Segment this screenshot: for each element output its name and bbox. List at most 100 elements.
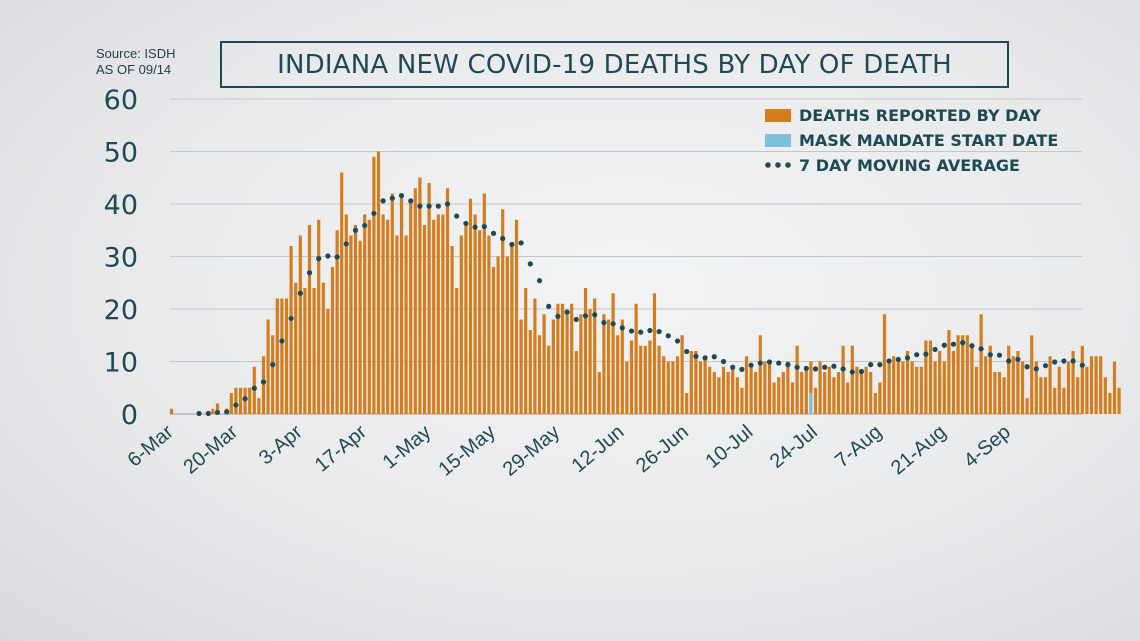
death-bar xyxy=(1025,398,1029,414)
death-bar xyxy=(533,298,537,414)
death-bar xyxy=(666,361,670,414)
death-bar xyxy=(1094,356,1098,414)
death-bar xyxy=(818,361,822,414)
mask-mandate-bar xyxy=(809,393,813,414)
y-tick-label: 20 xyxy=(104,295,138,326)
y-tick-label: 60 xyxy=(104,85,138,116)
moving-average-point xyxy=(693,353,699,359)
death-bar xyxy=(514,219,519,414)
moving-average-point xyxy=(490,230,497,236)
death-bar xyxy=(823,372,827,414)
death-bar xyxy=(294,282,298,414)
moving-average-point xyxy=(766,359,773,365)
death-bar xyxy=(896,361,900,414)
moving-average-point xyxy=(647,327,653,334)
death-bar xyxy=(386,219,390,414)
death-bar xyxy=(519,319,523,414)
death-bar xyxy=(409,198,413,414)
death-bar xyxy=(399,193,404,414)
death-bar xyxy=(1011,356,1015,414)
moving-average-point xyxy=(941,342,947,348)
moving-average-point xyxy=(803,365,809,371)
death-bar xyxy=(1020,361,1025,414)
death-bar xyxy=(556,303,560,414)
moving-average-point xyxy=(674,338,681,344)
death-bar xyxy=(1053,387,1057,414)
x-tick-label: 29-May xyxy=(499,421,564,481)
death-bar xyxy=(905,351,910,414)
death-bar xyxy=(289,246,293,414)
moving-average-point xyxy=(1042,363,1049,369)
legend-label: DEATHS REPORTED BY DAY xyxy=(799,106,1041,125)
moving-average-point xyxy=(371,210,377,217)
x-tick-label: 17-Apr xyxy=(311,421,371,477)
death-bar xyxy=(358,240,362,414)
death-bar xyxy=(662,356,666,414)
death-bar xyxy=(390,193,394,414)
moving-average-point xyxy=(500,236,506,242)
death-bar xyxy=(813,387,818,414)
death-bar xyxy=(611,293,615,414)
moving-average-point xyxy=(288,315,294,322)
death-bar xyxy=(947,330,951,414)
moving-average-point xyxy=(960,340,966,346)
death-bar xyxy=(436,214,440,414)
death-bar xyxy=(404,235,408,414)
moving-average-point xyxy=(987,352,993,358)
moving-average-point xyxy=(684,348,690,355)
death-bar xyxy=(790,382,795,414)
moving-average-point xyxy=(1015,356,1021,362)
y-tick-label: 50 xyxy=(104,138,138,169)
death-bar xyxy=(708,366,712,414)
moving-average-point xyxy=(435,203,441,209)
death-bar xyxy=(266,319,270,414)
death-bar xyxy=(579,314,583,414)
moving-average-point xyxy=(1024,364,1030,370)
death-bar xyxy=(284,298,289,414)
moving-average-point xyxy=(914,352,920,358)
moving-average-point xyxy=(610,321,616,327)
moving-average-point xyxy=(665,333,671,339)
death-bar xyxy=(997,372,1002,414)
death-bar xyxy=(616,335,620,414)
moving-average-point xyxy=(306,270,313,276)
moving-average-point xyxy=(868,362,874,368)
death-bar xyxy=(317,219,321,414)
moving-average-point xyxy=(730,364,736,370)
moving-average-point xyxy=(536,278,543,284)
moving-average-point xyxy=(555,313,561,319)
moving-average-point xyxy=(702,355,708,361)
death-bar xyxy=(800,372,804,414)
moving-average-point xyxy=(619,325,625,331)
moving-average-point xyxy=(444,201,451,207)
x-axis: 6-Mar 20-Mar 3-Apr 17-Apr 1-May 15-May 29-May 1… xyxy=(124,421,1015,481)
death-bar xyxy=(1080,345,1084,414)
death-bar xyxy=(703,356,707,414)
death-bar xyxy=(459,235,463,414)
death-bar xyxy=(593,298,597,414)
death-bar xyxy=(551,319,555,414)
death-bar xyxy=(767,361,772,414)
death-bar xyxy=(395,235,399,414)
moving-average-point xyxy=(316,256,322,262)
y-tick-label: 10 xyxy=(104,348,138,379)
death-bar xyxy=(464,225,468,414)
x-tick-label: 4-Sep xyxy=(960,421,1015,472)
death-bar xyxy=(961,335,965,414)
death-bar xyxy=(570,303,574,414)
moving-average-point xyxy=(279,338,285,344)
moving-average-point xyxy=(996,352,1003,358)
death-bar xyxy=(956,335,960,414)
death-bar xyxy=(312,288,316,414)
death-bar xyxy=(827,366,831,414)
death-bar xyxy=(169,408,174,414)
death-bar xyxy=(588,309,592,414)
moving-average-point xyxy=(1033,366,1039,372)
death-bar xyxy=(652,293,657,414)
death-bar xyxy=(445,188,450,414)
death-bar xyxy=(740,387,744,414)
x-tick-label: 1-May xyxy=(379,421,436,474)
death-bar xyxy=(675,356,680,414)
death-bar xyxy=(625,361,629,414)
death-bar xyxy=(528,330,532,414)
